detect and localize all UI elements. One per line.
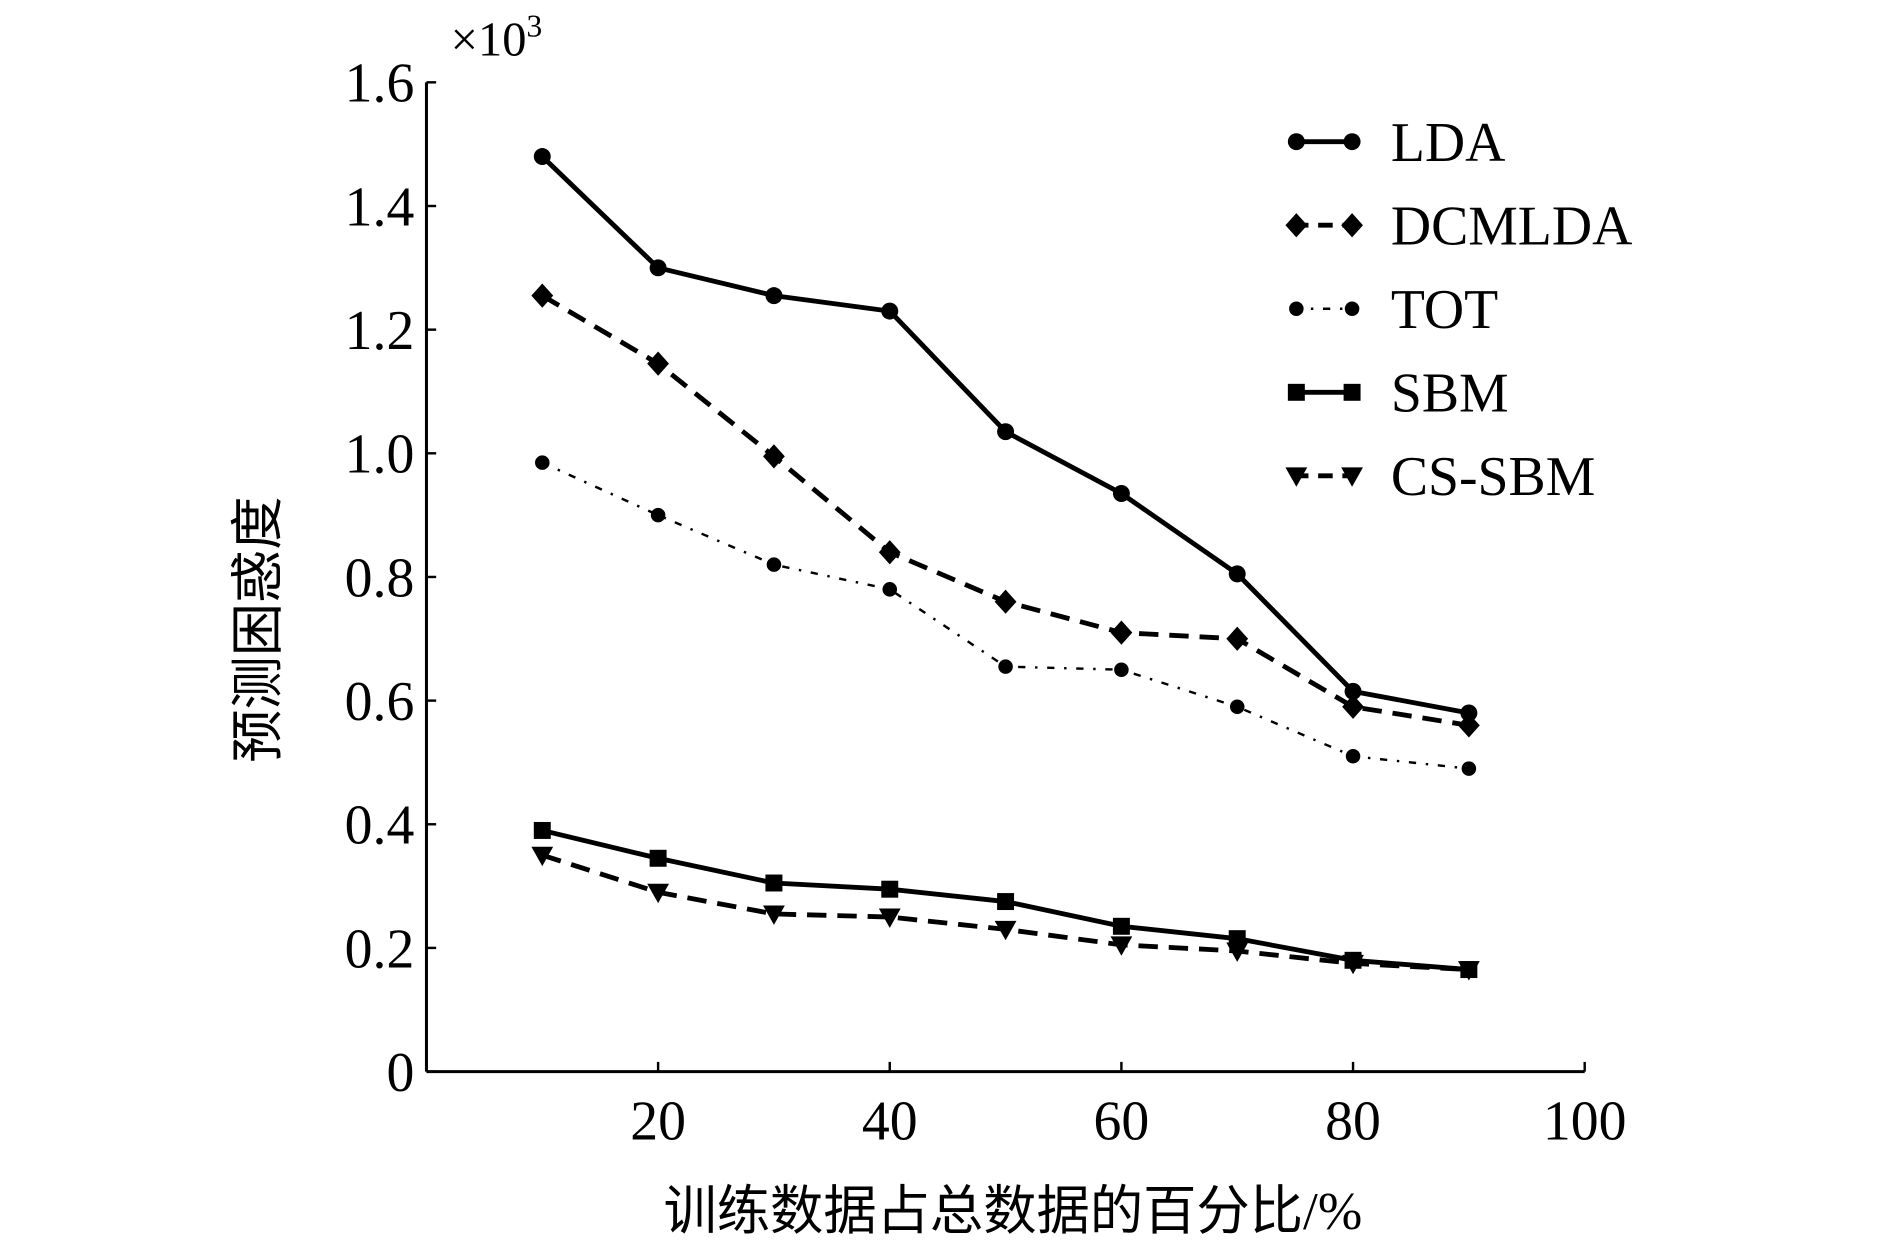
legend-label-tot: TOT: [1391, 279, 1498, 341]
y-tick-label: 0.2: [345, 918, 415, 980]
series-line-cs-sbm: [541, 852, 1469, 972]
y-multiplier-base: ×10: [451, 14, 527, 67]
data-point-cs-sbm: [878, 908, 901, 928]
x-tick-label: 80: [1325, 1090, 1381, 1152]
series-lda: [533, 148, 1478, 722]
y-tick-label: 1.4: [345, 176, 415, 238]
data-point-sbm: [881, 880, 899, 898]
data-point-sbm: [997, 893, 1015, 911]
data-point-dcmlda: [1457, 713, 1480, 738]
legend-marker-cs-sbm: [1285, 467, 1308, 487]
data-point-lda: [1460, 704, 1478, 722]
data-point-dcmlda: [1110, 620, 1133, 645]
x-tick-label: 60: [1094, 1090, 1150, 1152]
data-point-cs-sbm: [1457, 961, 1480, 981]
data-point-lda: [649, 259, 667, 277]
data-point-dcmlda: [647, 351, 670, 376]
legend-marker-lda: [1287, 133, 1305, 151]
data-point-lda: [997, 423, 1015, 441]
legend-marker-sbm: [1287, 383, 1305, 401]
y-tick-label: 1.0: [345, 424, 415, 486]
data-point-tot: [1345, 748, 1361, 764]
legend-marker-cs-sbm: [1341, 467, 1363, 487]
legend-label-lda: LDA: [1391, 112, 1506, 174]
data-point-cs-sbm: [763, 905, 785, 925]
data-point-tot: [1114, 662, 1129, 677]
data-point-lda: [765, 287, 783, 305]
data-point-dcmlda: [878, 540, 901, 565]
x-tick-label: 100: [1543, 1090, 1627, 1152]
data-point-cs-sbm: [1342, 954, 1364, 975]
data-point-lda: [533, 148, 551, 166]
data-point-cs-sbm: [994, 920, 1017, 941]
y-tick-label: 1.6: [345, 53, 415, 115]
y-tick-label: 0.8: [345, 547, 415, 609]
legend: LDA DCMLDA TOT SBM CS-SBM: [1285, 112, 1632, 508]
data-point-sbm: [765, 874, 783, 892]
data-point-dcmlda: [531, 283, 554, 308]
y-tick-label: 0.6: [345, 671, 415, 733]
series-tot: [535, 455, 1477, 776]
legend-marker-tot: [1344, 301, 1360, 317]
data-point-tot: [766, 557, 782, 572]
data-point-lda: [881, 302, 899, 320]
data-point-dcmlda: [1342, 694, 1364, 719]
data-point-sbm: [1112, 917, 1130, 935]
legend-marker-dcmlda: [1285, 213, 1308, 238]
data-point-dcmlda: [994, 589, 1017, 614]
data-point-tot: [998, 659, 1013, 674]
data-point-cs-sbm: [647, 883, 670, 904]
x-tick-label: 20: [630, 1090, 686, 1152]
data-point-cs-sbm: [531, 846, 554, 867]
data-point-cs-sbm: [1110, 936, 1133, 956]
data-point-tot: [650, 507, 666, 523]
series-cs-sbm: [531, 846, 1480, 981]
data-point-tot: [1461, 761, 1477, 776]
y-axis-label: 预测困惑度: [229, 496, 288, 762]
data-point-lda: [1344, 682, 1362, 700]
series-line-tot: [541, 461, 1469, 770]
data-point-tot: [1229, 699, 1245, 715]
legend-marker-lda: [1343, 133, 1361, 151]
y-tick-label: 1.2: [345, 300, 415, 362]
legend-marker-dcmlda: [1341, 213, 1363, 238]
data-point-lda: [1112, 485, 1130, 502]
data-point-tot: [535, 455, 550, 470]
legend-label-sbm: SBM: [1391, 363, 1509, 425]
y-multiplier: ×103: [451, 8, 543, 66]
legend-label-dcmlda: DCMLDA: [1391, 196, 1632, 258]
x-tick-label: 40: [862, 1090, 918, 1152]
legend-label-cs-sbm: CS-SBM: [1391, 446, 1595, 508]
data-point-dcmlda: [1226, 626, 1249, 651]
data-point-lda: [1228, 565, 1246, 583]
series-sbm: [533, 821, 1478, 979]
data-point-sbm: [649, 849, 667, 867]
x-axis-label: 训练数据占总数据的百分比/%: [663, 1182, 1362, 1241]
y-tick-label: 0: [386, 1042, 414, 1104]
legend-marker-sbm: [1343, 383, 1361, 401]
y-multiplier-exp: 3: [526, 8, 542, 43]
data-point-tot: [882, 582, 898, 597]
data-point-dcmlda: [763, 444, 785, 469]
y-tick-label: 0.4: [345, 795, 415, 857]
data-point-sbm: [533, 821, 551, 839]
legend-marker-tot: [1289, 301, 1304, 317]
data-point-cs-sbm: [1226, 942, 1249, 962]
